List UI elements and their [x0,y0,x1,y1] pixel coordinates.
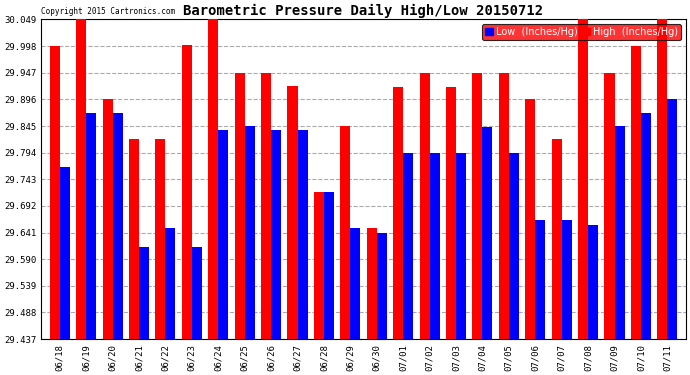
Bar [103,99,112,339]
Bar [658,20,667,339]
Bar [208,20,218,339]
Bar [366,228,377,339]
Bar [235,73,245,339]
Text: Copyright 2015 Cartronics.com: Copyright 2015 Cartronics.com [41,7,175,16]
Bar [192,247,202,339]
Bar [245,126,255,339]
Bar [218,130,228,339]
Bar [297,130,308,339]
Title: Barometric Pressure Daily High/Low 20150712: Barometric Pressure Daily High/Low 20150… [184,4,544,18]
Bar [588,225,598,339]
Bar [604,73,615,339]
Bar [166,228,175,339]
Bar [473,73,482,339]
Bar [578,20,588,339]
Bar [351,228,360,339]
Bar [314,192,324,339]
Bar [139,247,149,339]
Bar [181,45,192,339]
Bar [499,73,509,339]
Bar [446,87,456,339]
Bar [261,73,271,339]
Bar [525,99,535,339]
Bar [324,192,334,339]
Bar [535,220,545,339]
Bar [50,46,60,339]
Bar [430,153,440,339]
Bar [641,113,651,339]
Bar [667,99,678,339]
Bar [393,87,403,339]
Bar [482,126,493,339]
Bar [615,126,624,339]
Bar [129,139,139,339]
Bar [288,86,297,339]
Bar [562,220,572,339]
Bar [377,232,387,339]
Bar [86,114,96,339]
Bar [420,73,430,339]
Bar [155,139,166,339]
Bar [60,167,70,339]
Legend: Low  (Inches/Hg), High  (Inches/Hg): Low (Inches/Hg), High (Inches/Hg) [482,24,681,40]
Bar [551,139,562,339]
Bar [631,46,641,339]
Bar [271,130,281,339]
Bar [340,126,351,339]
Bar [403,153,413,339]
Bar [509,153,519,339]
Bar [76,20,86,339]
Bar [456,153,466,339]
Bar [112,114,123,339]
